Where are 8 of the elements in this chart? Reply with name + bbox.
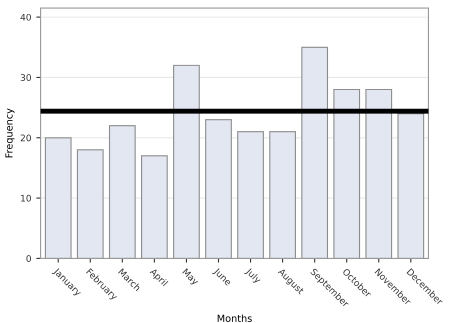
y-tick-label: 30	[20, 74, 31, 81]
y-axis-title: Frequency	[5, 108, 15, 158]
x-axis-title: Months	[218, 314, 252, 322]
y-tick-label: 10	[21, 194, 31, 202]
y-tick-label: 0	[26, 255, 31, 262]
y-tick-label: 40	[20, 14, 31, 21]
x-tick-label: July	[244, 267, 262, 285]
y-tick-label: 20	[20, 134, 31, 142]
